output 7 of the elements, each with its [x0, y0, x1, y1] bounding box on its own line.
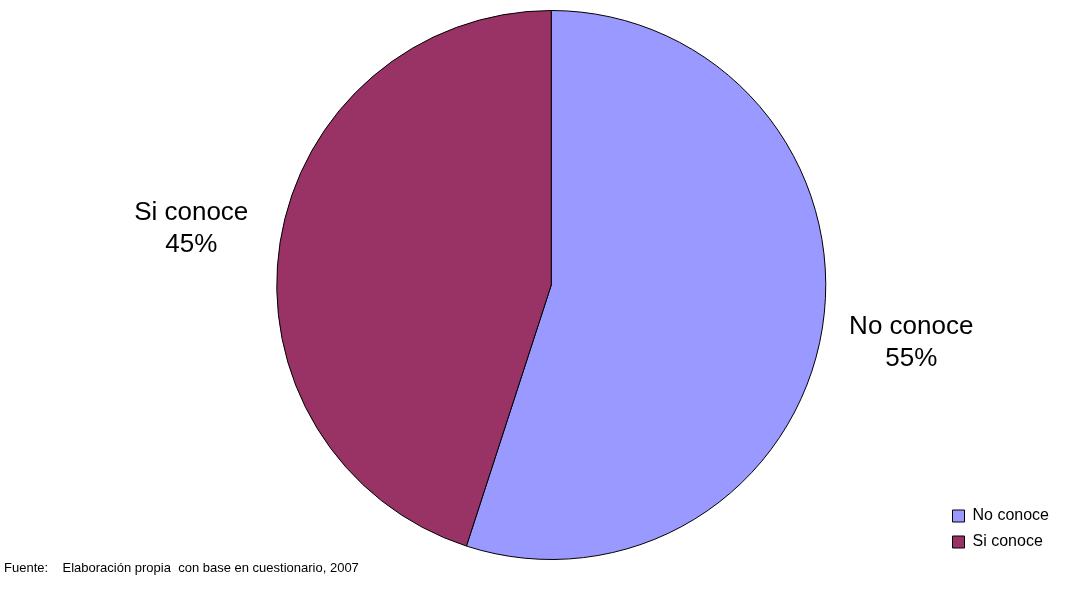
source-note: Fuente: Elaboración propia con base en cuestionario, 2007: [4, 560, 359, 575]
legend-label: Si conoce: [972, 532, 1043, 550]
data-label: 45%: [165, 228, 218, 259]
data-label: 55%: [885, 342, 938, 373]
slice-label: Si conoce: [134, 196, 249, 227]
slice-label: No conoce: [849, 310, 974, 341]
legend-label: No conoce: [972, 506, 1050, 524]
